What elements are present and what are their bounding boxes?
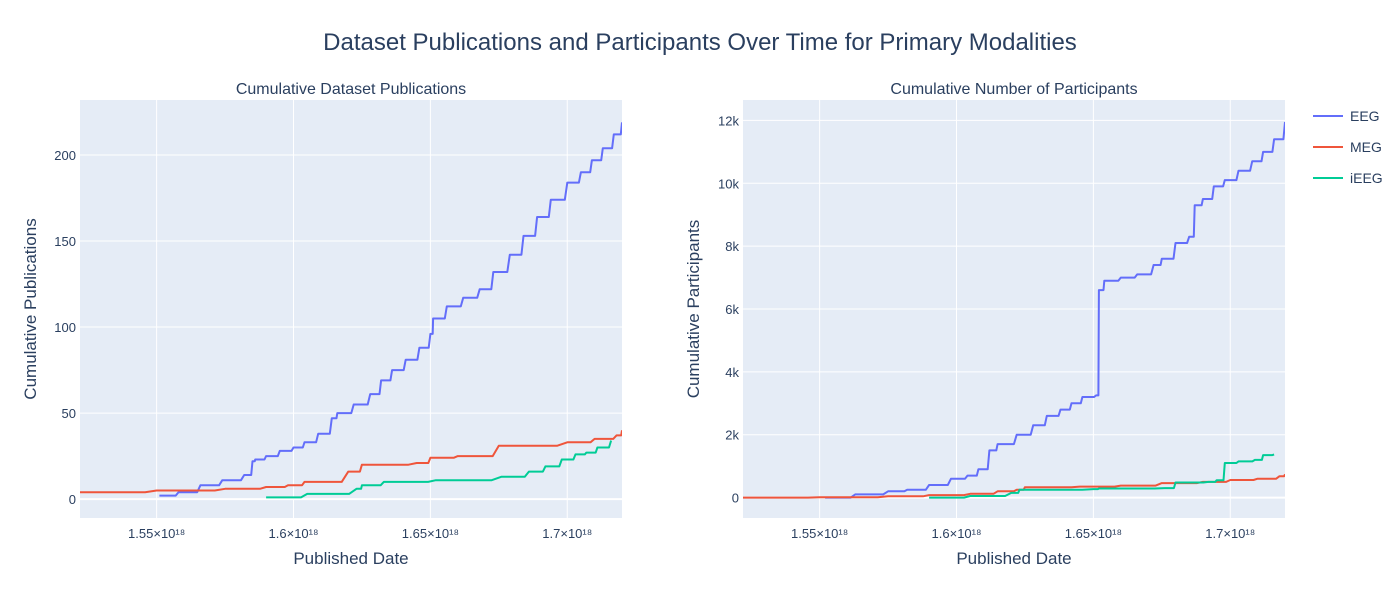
y-axis-label: Cumulative Participants xyxy=(684,220,703,399)
series-line-meg xyxy=(743,473,1285,499)
panel-participants: 1.55×10¹⁸ 1.6×10¹⁸ 1.65×10¹⁸ 1.7×10¹⁸ 0 2k 4k 6… xyxy=(684,81,1285,568)
legend-item-eeg[interactable]: EEG xyxy=(1313,108,1380,124)
legend-item-ieeg[interactable]: iEEG xyxy=(1313,170,1383,186)
legend-item-meg[interactable]: MEG xyxy=(1313,139,1382,155)
series-lines xyxy=(743,121,1285,499)
y-tick-label: 4k xyxy=(725,365,739,380)
series-line-ieeg xyxy=(929,453,1275,499)
x-tick-label: 1.6×10¹⁸ xyxy=(269,526,319,541)
x-tick-label: 1.65×10¹⁸ xyxy=(1065,526,1122,541)
x-axis-label: Published Date xyxy=(293,549,408,568)
y-axis-label: Cumulative Publications xyxy=(21,218,40,399)
legend[interactable]: EEG MEG iEEG xyxy=(1313,108,1383,186)
series-line-ieeg xyxy=(266,440,613,499)
chart-title: Dataset Publications and Participants Ov… xyxy=(323,29,1077,56)
legend-label: EEG xyxy=(1350,108,1380,124)
series-lines xyxy=(80,122,622,499)
panel-publications: 1.55×10¹⁸ 1.6×10¹⁸ 1.65×10¹⁸ 1.7×10¹⁸ 0 50 100… xyxy=(21,81,622,568)
x-tick-label: 1.6×10¹⁸ xyxy=(932,526,982,541)
x-tick-label: 1.55×10¹⁸ xyxy=(791,526,848,541)
y-tick-label: 200 xyxy=(54,148,76,163)
y-tick-label: 50 xyxy=(62,406,76,421)
y-tick-label: 150 xyxy=(54,234,76,249)
x-tick-label: 1.65×10¹⁸ xyxy=(402,526,459,541)
y-tick-label: 100 xyxy=(54,320,76,335)
y-tick-label: 0 xyxy=(732,491,739,506)
series-line-meg xyxy=(80,430,622,494)
y-tick-label: 0 xyxy=(69,492,76,507)
x-tick-label: 1.7×10¹⁸ xyxy=(1205,526,1255,541)
y-tick-label: 2k xyxy=(725,428,739,443)
y-tick-label: 12k xyxy=(718,113,739,128)
legend-label: iEEG xyxy=(1350,170,1383,186)
x-tick-label: 1.55×10¹⁸ xyxy=(128,526,185,541)
series-line-eeg xyxy=(159,122,622,497)
y-tick-label: 8k xyxy=(725,239,739,254)
subplot-title: Cumulative Dataset Publications xyxy=(236,81,466,98)
x-tick-label: 1.7×10¹⁸ xyxy=(542,526,592,541)
x-axis-label: Published Date xyxy=(956,549,1071,568)
plot-area xyxy=(80,100,622,518)
y-tick-label: 6k xyxy=(725,302,739,317)
y-tick-label: 10k xyxy=(718,176,739,191)
series-line-eeg xyxy=(825,121,1285,499)
subplot-title: Cumulative Number of Participants xyxy=(890,81,1137,98)
legend-label: MEG xyxy=(1350,139,1382,155)
